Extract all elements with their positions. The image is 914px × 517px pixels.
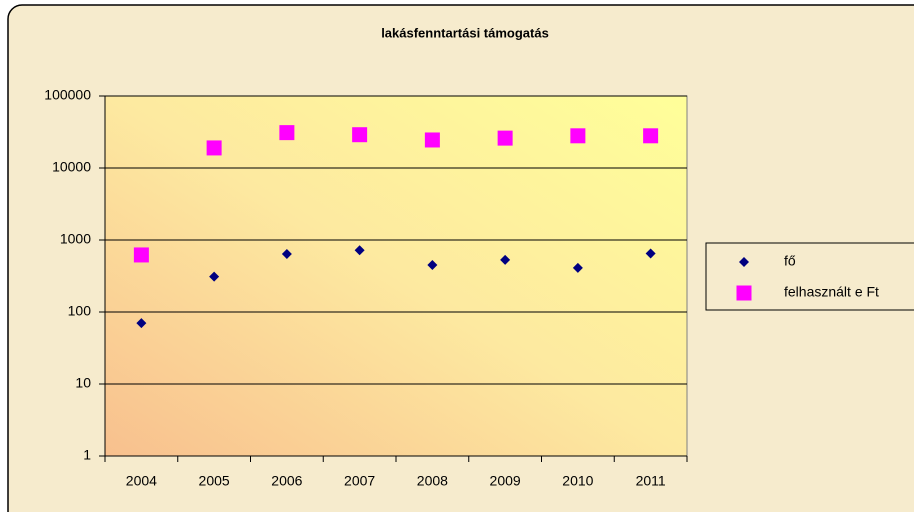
marker [500, 254, 511, 265]
marker [279, 125, 295, 141]
y-tick-label: 1000 [60, 231, 91, 247]
marker [209, 271, 220, 282]
y-tick-label: 10 [75, 375, 91, 391]
legend-label: felhasznált e Ft [784, 284, 879, 300]
x-tick-label: 2010 [562, 473, 593, 489]
marker [424, 132, 440, 148]
marker [133, 247, 149, 263]
x-tick-label: 2004 [126, 473, 157, 489]
marker [643, 128, 659, 144]
marker [736, 285, 752, 301]
plot-area [104, 95, 688, 457]
x-tick-label: 2011 [636, 473, 666, 489]
marker [352, 127, 368, 143]
legend-label: fő [784, 253, 796, 269]
marker [206, 140, 222, 156]
x-tick-label: 2006 [271, 473, 302, 489]
marker [739, 257, 749, 267]
marker [427, 259, 438, 270]
x-tick-label: 2008 [417, 473, 448, 489]
marker [281, 248, 292, 259]
y-tick-label: 100000 [44, 87, 91, 103]
x-tick-label: 2007 [344, 473, 375, 489]
y-tick-label: 100 [68, 303, 92, 319]
marker [570, 128, 586, 144]
marker [645, 248, 656, 259]
x-tick-label: 2009 [490, 473, 521, 489]
marker [497, 130, 513, 146]
y-tick-label: 10000 [52, 159, 91, 175]
marker [354, 245, 365, 256]
chart-title: lakásfenntartási támogatás [381, 25, 549, 40]
marker [572, 262, 583, 273]
marker [136, 318, 147, 329]
y-tick-label: 1 [83, 447, 91, 463]
x-tick-label: 2005 [199, 473, 230, 489]
